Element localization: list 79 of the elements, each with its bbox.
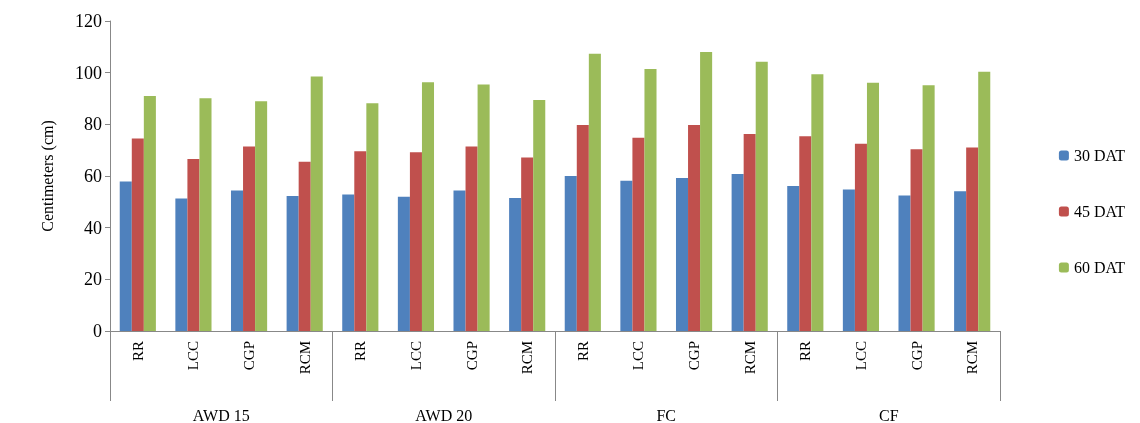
bar	[521, 157, 534, 331]
y-tick-label: 20	[84, 269, 102, 290]
bar	[564, 176, 577, 331]
text: AWD 15	[192, 406, 250, 423]
bar	[286, 195, 299, 331]
bar	[509, 197, 522, 331]
bar	[533, 100, 546, 331]
bar	[910, 149, 923, 331]
bar	[922, 85, 935, 331]
bar	[397, 196, 410, 331]
x-tick-label: CGP	[463, 341, 480, 371]
bar	[366, 103, 379, 331]
legend-label: 30 DAT	[1073, 147, 1126, 164]
text: CF	[878, 406, 899, 423]
bar	[588, 53, 601, 331]
bar	[119, 181, 132, 331]
bar	[310, 76, 323, 331]
bar	[644, 69, 657, 331]
x-tick-label: LCC	[630, 341, 647, 371]
x-tick-label: RCM	[519, 341, 536, 375]
x-tick-label: CGP	[241, 341, 258, 371]
x-tick-label: CGP	[686, 341, 703, 371]
y-tick-label: 80	[84, 114, 102, 135]
bar	[731, 173, 744, 331]
x-tick-label: RR	[797, 341, 814, 362]
bar	[354, 151, 367, 331]
x-tick-label: RR	[352, 341, 369, 362]
x-tick-label: RR	[129, 341, 146, 362]
y-tick-label: 120	[75, 11, 102, 31]
bar	[898, 195, 911, 331]
bar	[978, 71, 991, 331]
bar	[854, 143, 867, 331]
bar	[421, 82, 435, 331]
y-tick-label: 40	[84, 217, 102, 238]
bar	[675, 178, 689, 331]
bar	[477, 84, 490, 331]
x-tick-label: RCM	[741, 341, 758, 375]
bar	[298, 161, 311, 331]
bar	[620, 180, 633, 331]
legend-label: 60 DAT	[1073, 259, 1126, 276]
bar	[243, 146, 256, 331]
bar	[143, 95, 156, 331]
x-tick-label: LCC	[185, 341, 202, 371]
bar	[342, 194, 355, 331]
bar	[954, 191, 967, 331]
bar	[787, 186, 800, 331]
bar	[632, 137, 645, 331]
x-tick-label: LCC	[407, 341, 424, 371]
bar	[453, 190, 466, 331]
bar	[199, 98, 212, 331]
text: FC	[656, 406, 677, 423]
x-tick-label: RCM	[964, 341, 981, 375]
bar	[409, 152, 422, 331]
bar	[688, 125, 701, 331]
x-tick-label: RCM	[296, 341, 313, 375]
y-axis-title: Centimeters (cm)	[38, 120, 57, 232]
text: AWD 20	[415, 406, 473, 423]
bar	[755, 61, 768, 331]
x-tick-label: CGP	[908, 341, 925, 371]
bar	[576, 125, 589, 331]
bar	[811, 74, 824, 331]
legend-label: 45 DAT	[1073, 203, 1126, 220]
bar	[966, 147, 979, 331]
bar	[743, 133, 756, 331]
bar	[131, 138, 144, 331]
bar	[799, 136, 812, 331]
bar	[255, 101, 268, 331]
bar	[700, 52, 713, 331]
bar	[465, 146, 478, 331]
x-tick-label: RR	[574, 341, 591, 362]
bar	[866, 82, 880, 331]
y-tick-label: 60	[84, 166, 102, 186]
bar	[175, 198, 188, 331]
x-tick-label: LCC	[852, 341, 869, 371]
bar	[842, 189, 855, 331]
bar	[230, 190, 244, 331]
bar	[187, 158, 200, 331]
y-tick-label: 0	[93, 321, 102, 341]
y-tick-label: 100	[75, 62, 102, 83]
